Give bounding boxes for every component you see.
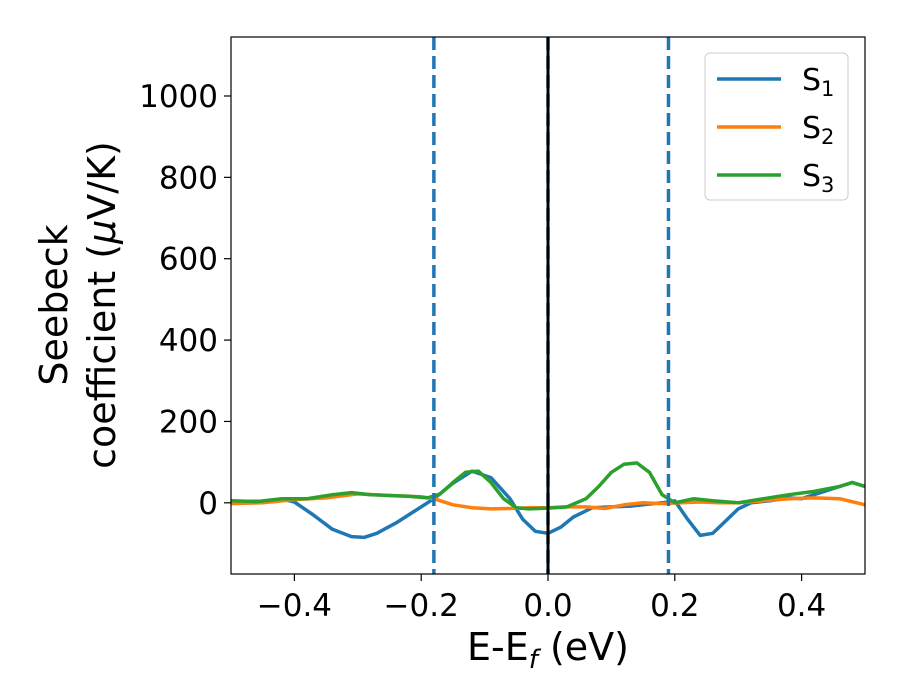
tick-layer: −0.4 −0.2 0.0 0.2 0.4 0 200 400 600 800 1000 — [139, 79, 826, 624]
x-tick-label-4: 0.2 — [650, 588, 699, 624]
legend-label-s2: S2 — [802, 111, 834, 149]
y-tick-label-5: 800 — [159, 160, 218, 196]
x-tick-label-2: −0.2 — [384, 588, 459, 624]
y-axis-label-line2: coefficient (μV/K) — [80, 141, 124, 469]
y-axis-label-line1: Seebeck — [32, 224, 76, 385]
y-tick-label-4: 600 — [159, 242, 218, 278]
legend-label-s3: S3 — [802, 159, 834, 197]
x-tick-label-3: 0.0 — [523, 588, 572, 624]
legend: S1 S2 S3 — [704, 52, 849, 201]
y-tick-label-1: 0 — [198, 486, 218, 522]
y-tick-label-3: 400 — [159, 323, 218, 359]
y-axis-label: Seebeck coefficient (μV/K) — [32, 141, 124, 469]
x-tick-label-5: 0.4 — [777, 588, 826, 624]
x-axis-label: E-Ef (eV) — [467, 625, 629, 675]
y-tick-label-6: 1000 — [139, 79, 218, 115]
x-tick-label-1: −0.4 — [257, 588, 332, 624]
y-tick-label-2: 200 — [159, 404, 218, 440]
plot-layer — [231, 37, 865, 574]
legend-label-s1: S1 — [802, 63, 834, 101]
